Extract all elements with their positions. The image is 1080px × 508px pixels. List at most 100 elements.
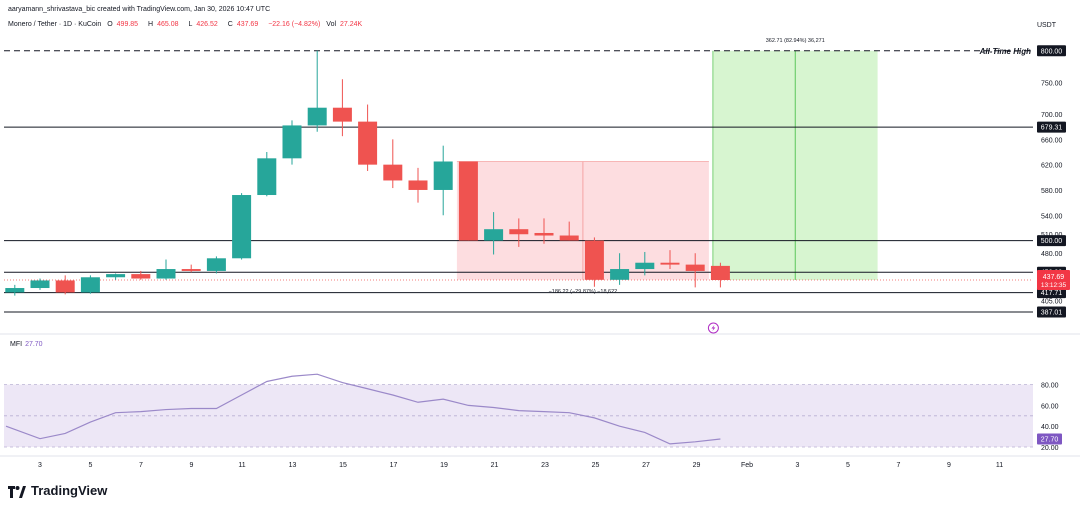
time-tick-label: 11 <box>996 462 1003 469</box>
tradingview-brand[interactable]: TradingView <box>8 483 107 498</box>
level-label-text: 679.31 <box>1041 125 1063 132</box>
level-label-box <box>1037 306 1066 318</box>
vol-label: Vol <box>326 21 337 28</box>
time-tick-label: 3 <box>796 462 800 469</box>
time-tick-label: 13 <box>289 462 297 469</box>
price-tick-label: 620.00 <box>1041 163 1063 170</box>
open-label: O <box>107 21 113 28</box>
candle-body <box>383 164 403 181</box>
candle-body <box>5 288 25 293</box>
mfi-legend-value: 27.70 <box>25 341 43 348</box>
time-tick-label: 29 <box>693 462 701 469</box>
time-tick-label: 7 <box>139 462 143 469</box>
mfi-band <box>4 384 1033 447</box>
time-tick-label: 5 <box>89 462 93 469</box>
time-tick-label: 27 <box>642 462 650 469</box>
close-value: 437.69 <box>236 21 259 28</box>
ohlc-high: H 465.08 <box>148 21 182 28</box>
level-label-text: 387.01 <box>1041 310 1063 317</box>
symbol-title[interactable]: Monero / Tether · 1D · KuCoin <box>8 21 102 28</box>
candle-body <box>206 258 226 271</box>
candle-body <box>55 280 75 293</box>
candle-body <box>181 269 201 271</box>
current-price-text: 437.69 <box>1043 274 1065 281</box>
candle-body <box>458 161 478 241</box>
vol-value: 27.24K <box>340 21 363 28</box>
price-tick-label: 540.00 <box>1041 213 1063 220</box>
mfi-legend-name: MFI <box>10 341 23 348</box>
close-label: C <box>227 21 233 28</box>
candle-body <box>156 269 176 279</box>
current-price-box <box>1037 269 1070 290</box>
tradingview-logo-icon <box>8 485 26 498</box>
time-tick-label: 5 <box>846 462 850 469</box>
bolt-icon <box>707 322 719 334</box>
time-tick-label: 19 <box>440 462 448 469</box>
ohlc-open: O 499.85 <box>107 21 142 28</box>
candle-body <box>635 262 655 270</box>
high-label: H <box>148 21 154 28</box>
level-label-box <box>1037 121 1066 133</box>
candle-body <box>660 262 680 265</box>
candle-body <box>559 235 579 241</box>
candle-body <box>433 161 453 190</box>
time-tick-label: Feb <box>741 462 753 469</box>
price-tick-label: 480.00 <box>1041 251 1063 258</box>
open-value: 499.85 <box>116 21 139 28</box>
candle-body <box>282 125 302 159</box>
mfi-tick-label: 80.00 <box>1041 383 1059 390</box>
time-tick-label: 17 <box>390 462 398 469</box>
time-tick-label: 21 <box>491 462 499 469</box>
time-tick-label: 9 <box>947 462 951 469</box>
price-tick-label: 405.00 <box>1041 299 1063 306</box>
candle-body <box>610 269 630 280</box>
ohlc-close: C 437.69 <box>228 21 262 28</box>
mfi-tick-label: 60.00 <box>1041 403 1059 410</box>
candle-body <box>358 121 378 165</box>
currency-label: USDT <box>1036 22 1056 29</box>
candle-body <box>131 274 151 279</box>
countdown-text: 13:12:35 <box>1041 282 1067 289</box>
candle-body <box>710 265 730 280</box>
brand-name: TradingView <box>31 483 108 498</box>
price-tick-label: 660.00 <box>1041 137 1063 144</box>
price-tick-label: 580.00 <box>1041 188 1063 195</box>
mfi-legend[interactable]: MFI 27.70 <box>10 341 43 348</box>
mfi-value-box <box>1037 433 1062 445</box>
ohlc-low: L 426.52 <box>188 21 221 28</box>
change-value: −22.16 (−4.82%) <box>268 21 321 28</box>
candle-body <box>685 264 705 271</box>
long-position-label: 362.71 (82.94%) 36,271 <box>766 38 825 44</box>
mfi-tick-label: 40.00 <box>1041 424 1059 431</box>
candle-body <box>80 277 100 293</box>
candle-body <box>584 240 604 280</box>
low-label: L <box>188 21 193 28</box>
time-tick-label: 11 <box>238 462 245 469</box>
mfi-tick-label: 20.00 <box>1041 445 1059 452</box>
level-label-text: 417.71 <box>1041 290 1063 297</box>
level-label-text: 500.00 <box>1041 238 1063 245</box>
mfi-series-line <box>5 373 721 445</box>
short-position-label: −186.22 (−29.87%) −18,622 <box>549 289 618 295</box>
level-label-box <box>1037 235 1066 247</box>
level-label-box <box>1037 45 1066 57</box>
high-value: 465.08 <box>157 21 179 28</box>
time-tick-label: 15 <box>339 462 347 469</box>
time-tick-label: 7 <box>897 462 901 469</box>
candle-body <box>30 280 50 289</box>
created-by-text: aaryamann_shrivastava_bic created with T… <box>8 6 271 13</box>
time-tick-label: 3 <box>38 462 42 469</box>
bolt-icon-glyph <box>711 325 716 331</box>
candle-body <box>534 232 554 236</box>
ath-label: All-Time High <box>979 47 1032 56</box>
time-tick-label: 25 <box>592 462 600 469</box>
candle-body <box>484 229 504 241</box>
mfi-value-text: 27.70 <box>1041 436 1059 443</box>
level-label-text: 800.00 <box>1041 48 1063 55</box>
price-tick-label: 700.00 <box>1041 112 1063 119</box>
candle-body <box>509 229 529 235</box>
price-tick-label: 750.00 <box>1041 80 1063 87</box>
candle-body <box>257 158 277 196</box>
